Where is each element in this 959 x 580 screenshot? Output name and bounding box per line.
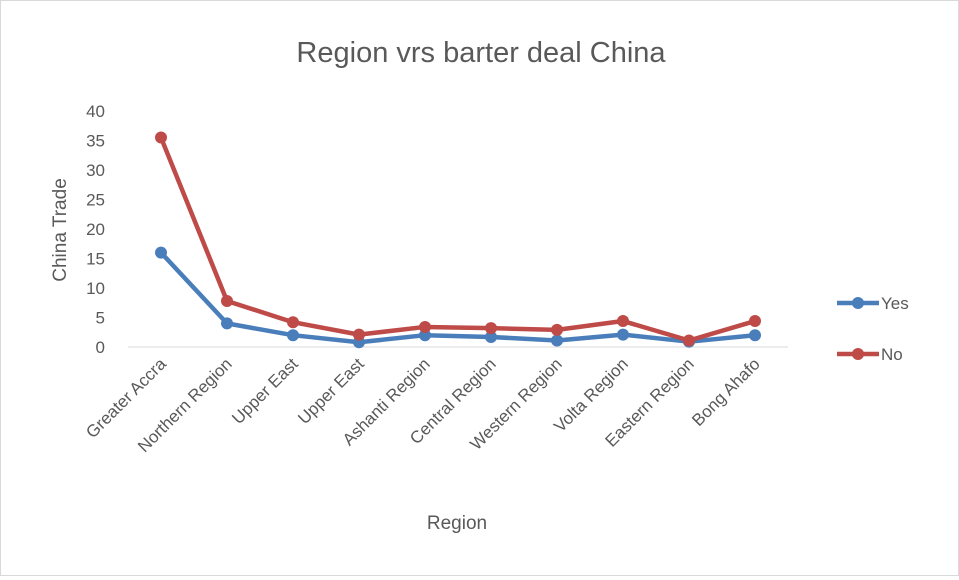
- data-point: [287, 316, 299, 329]
- y-tick-label: 15: [86, 250, 105, 269]
- y-tick-label: 40: [86, 102, 105, 121]
- data-point: [485, 322, 497, 335]
- data-point: [617, 315, 629, 328]
- legend-marker: [852, 348, 864, 360]
- data-point: [551, 334, 563, 347]
- y-tick-label: 5: [96, 309, 105, 328]
- legend-label: Yes: [881, 294, 909, 313]
- y-tick-label: 10: [86, 279, 105, 298]
- data-point: [485, 330, 497, 343]
- data-point: [221, 294, 233, 307]
- series-line: [158, 135, 758, 343]
- y-tick-label: 0: [96, 338, 105, 357]
- data-point: [353, 328, 365, 341]
- data-point: [287, 329, 299, 342]
- legend-marker: [852, 297, 864, 309]
- data-point: [155, 246, 167, 259]
- y-tick-label: 30: [86, 161, 105, 180]
- x-tick-label: Upper East: [228, 354, 302, 428]
- data-point: [155, 131, 167, 144]
- data-point: [551, 323, 563, 336]
- x-tick-label: Bong Ahafo: [688, 354, 764, 430]
- data-point: [617, 328, 629, 341]
- data-point: [221, 317, 233, 330]
- data-point: [683, 334, 695, 347]
- data-point: [749, 329, 761, 342]
- y-axis-label: China Trade: [50, 178, 71, 282]
- data-point: [419, 320, 431, 333]
- series-layer: [155, 131, 761, 349]
- legend-item: No: [837, 345, 903, 364]
- legend-label: No: [881, 345, 903, 364]
- y-tick-label: 35: [86, 132, 105, 151]
- data-point: [419, 329, 431, 342]
- legend-item: Yes: [837, 294, 909, 313]
- x-axis-label: Region: [427, 513, 487, 534]
- chart-title: Region vrs barter deal China: [296, 37, 666, 69]
- y-tick-label: 25: [86, 191, 105, 210]
- series-line: [158, 250, 758, 345]
- legend: Yes No: [837, 294, 909, 364]
- y-tick-label: 20: [86, 220, 105, 239]
- series-no: [155, 131, 761, 347]
- y-axis-ticks: 0 5 10 15 20 25 30 35 40: [86, 102, 105, 357]
- data-point: [749, 315, 761, 328]
